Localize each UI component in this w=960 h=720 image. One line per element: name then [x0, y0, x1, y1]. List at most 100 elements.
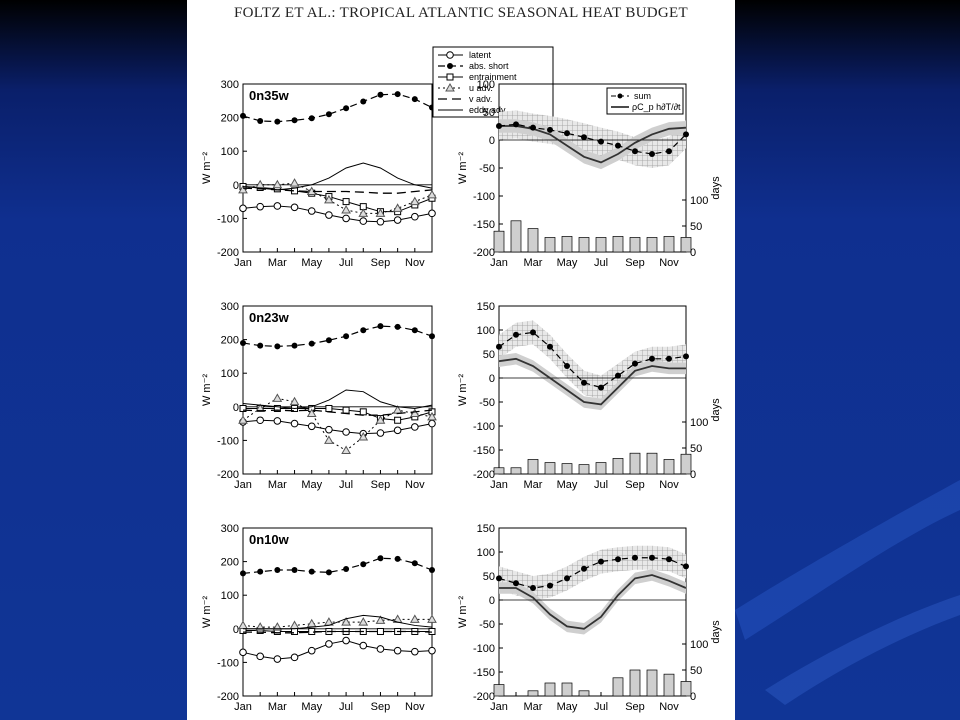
paper-title: FOLTZ ET AL.: TROPICAL ATLANTIC SEASONAL… — [234, 5, 688, 21]
days-bar — [561, 682, 573, 697]
data-point — [257, 342, 264, 349]
days-bar — [527, 690, 539, 697]
y-tick-label: 150 — [477, 523, 495, 535]
y-tick-label: 100 — [221, 590, 239, 602]
background-swoosh-decoration — [735, 480, 960, 705]
right-tick-label: 0 — [690, 247, 696, 259]
data-point — [547, 343, 553, 350]
days-bar — [510, 220, 522, 253]
days-bar — [646, 452, 658, 475]
data-point — [428, 209, 436, 218]
right-axis-label: days — [710, 398, 722, 422]
plot-frame — [498, 527, 687, 697]
days-bar — [646, 237, 658, 253]
x-tick-label: Sep — [371, 257, 391, 269]
series-line-abs-short — [242, 557, 433, 574]
data-point — [683, 353, 689, 360]
y-tick-label: -150 — [473, 219, 495, 231]
x-tick-label: May — [301, 257, 322, 269]
data-point — [666, 148, 672, 155]
data-point — [666, 355, 672, 362]
x-tick-label: Jan — [490, 257, 508, 269]
x-tick-label: Sep — [625, 479, 645, 491]
data-point — [409, 408, 420, 418]
data-point — [375, 415, 386, 424]
data-point — [240, 112, 246, 119]
y-tick-label: 50 — [483, 571, 495, 583]
y-tick-label: -100 — [473, 643, 495, 655]
plot-frame — [242, 527, 433, 697]
data-point — [581, 134, 587, 141]
data-point — [376, 429, 385, 437]
days-bar — [493, 230, 505, 253]
panel-station-label: 0n35w — [249, 88, 290, 103]
data-point — [240, 339, 246, 346]
days-bar — [527, 459, 539, 475]
data-point — [325, 111, 332, 118]
right-axis-label: days — [710, 176, 722, 200]
series-line-latent — [242, 640, 433, 660]
data-point — [496, 123, 502, 129]
y-tick-label: 100 — [477, 325, 495, 337]
series-line-v-adv- — [243, 630, 433, 634]
data-point — [632, 360, 638, 367]
data-point — [683, 563, 689, 570]
data-point — [358, 208, 369, 217]
data-point — [376, 627, 384, 635]
x-tick-label: Jan — [490, 701, 508, 713]
data-point — [564, 575, 570, 582]
days-bar — [527, 228, 539, 253]
sum-uncertainty-band — [499, 320, 686, 400]
days-bar — [612, 677, 624, 697]
left-panel-2: -200 -100 0 100 200 300 Jan Mar May Jul Sep Nov W m⁻… — [201, 301, 437, 491]
data-point — [291, 567, 298, 573]
data-point — [427, 411, 437, 421]
y-tick-label: 100 — [477, 79, 495, 91]
data-point — [375, 615, 386, 624]
data-point — [445, 82, 455, 92]
y-tick-label: -50 — [479, 397, 495, 409]
data-point — [376, 645, 385, 653]
x-tick-label: Mar — [524, 257, 543, 269]
data-point — [447, 63, 453, 69]
data-point — [343, 333, 350, 340]
y-tick-label: -100 — [217, 435, 239, 447]
legend-entry: abs. short — [469, 61, 509, 71]
right-panel-3: -200 -150 -100 -50 0 50 100 150 Jan Mar May Jul Sep N… — [457, 523, 722, 713]
y-tick-label: -50 — [479, 163, 495, 175]
data-point — [342, 406, 350, 414]
data-point — [342, 214, 350, 223]
x-tick-label: Mar — [268, 257, 287, 269]
legend-entry: entrainment — [469, 72, 517, 82]
plot-frame — [498, 305, 687, 475]
data-point — [411, 327, 418, 334]
right-tick-label: 100 — [690, 195, 708, 207]
x-tick-label: Sep — [625, 701, 645, 713]
y-tick-label: 0 — [489, 373, 495, 385]
right-axis-label: days — [710, 620, 722, 644]
data-point — [341, 445, 351, 454]
y-tick-label: 0 — [489, 595, 495, 607]
days-bar — [561, 463, 573, 475]
data-point — [358, 617, 369, 626]
right-tick-label: 0 — [690, 691, 696, 703]
data-point — [394, 91, 401, 98]
paper-page: FOLTZ ET AL.: TROPICAL ATLANTIC SEASONAL… — [187, 0, 735, 720]
data-point — [377, 555, 384, 562]
legend-entry: eddy adv. — [469, 105, 507, 115]
days-bar — [544, 237, 556, 253]
x-tick-label: Jan — [234, 479, 252, 491]
data-point — [360, 327, 367, 334]
data-point — [615, 372, 621, 379]
plot-frame — [242, 83, 433, 253]
data-point — [615, 142, 621, 149]
x-tick-label: Jul — [339, 701, 353, 713]
days-bar — [663, 459, 675, 475]
days-bar — [493, 467, 505, 475]
data-point — [427, 614, 437, 623]
data-point — [649, 355, 655, 362]
x-tick-label: May — [301, 479, 322, 491]
data-point — [375, 208, 386, 217]
left-panel-3: -200 -100 0 100 200 300 Jan Mar May Jul Sep Nov W m⁻… — [201, 523, 437, 713]
right-panel-2: -200 -150 -100 -50 0 50 100 150 Jan Mar May Jul Sep N… — [457, 301, 722, 491]
